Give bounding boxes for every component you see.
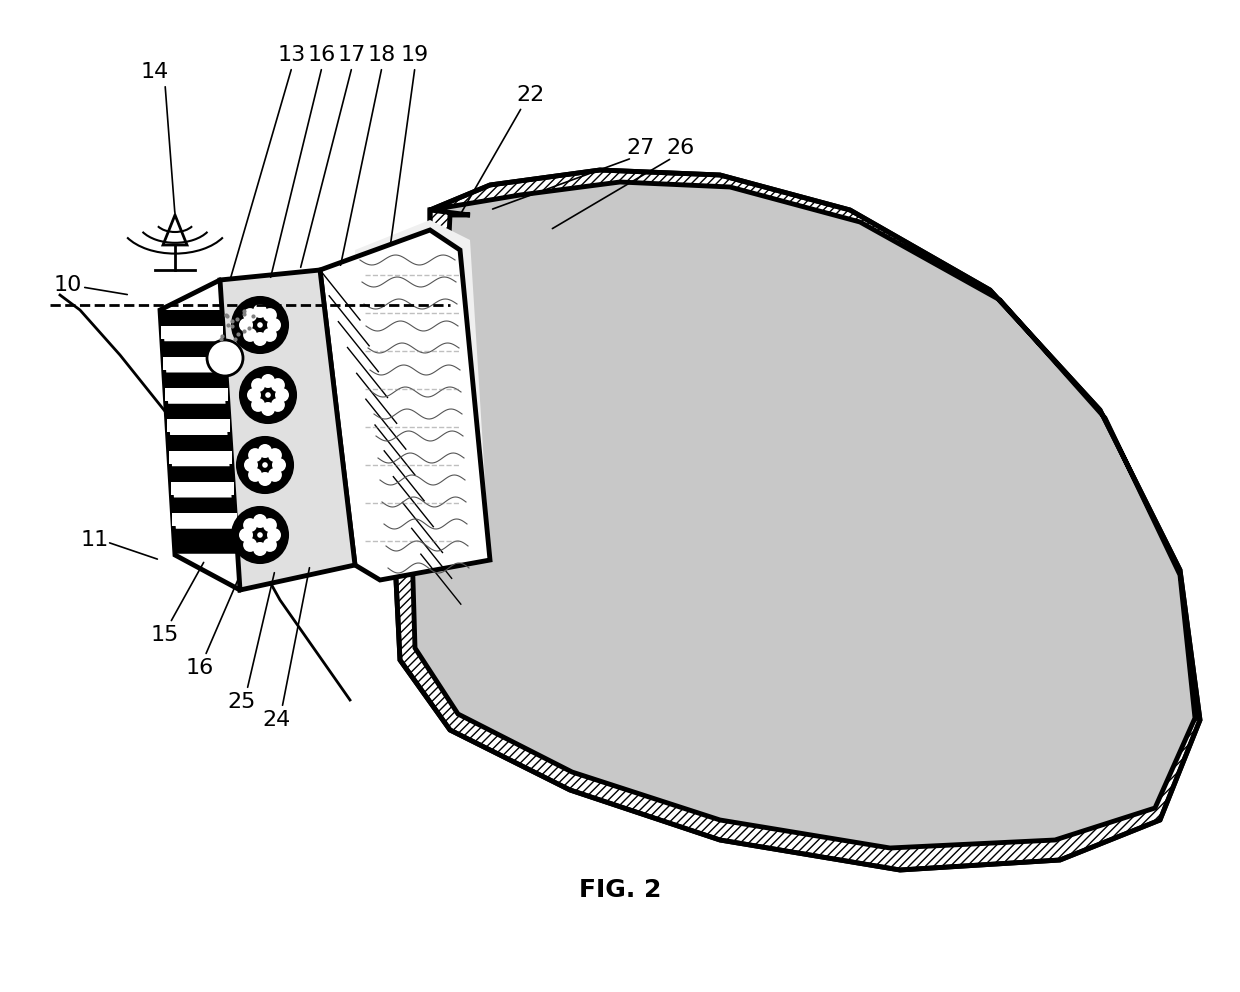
Circle shape xyxy=(253,542,267,556)
Polygon shape xyxy=(166,420,229,433)
Text: 19: 19 xyxy=(401,45,429,65)
Text: 14: 14 xyxy=(141,62,169,82)
Circle shape xyxy=(275,388,289,402)
Circle shape xyxy=(243,538,257,552)
Circle shape xyxy=(258,472,272,486)
Circle shape xyxy=(270,398,285,412)
Circle shape xyxy=(253,304,267,318)
Text: 15: 15 xyxy=(151,625,180,645)
Circle shape xyxy=(260,374,275,388)
Text: 22: 22 xyxy=(516,85,544,105)
Text: 17: 17 xyxy=(337,45,366,65)
Text: 18: 18 xyxy=(368,45,396,65)
Circle shape xyxy=(263,538,277,552)
Polygon shape xyxy=(162,341,226,366)
Polygon shape xyxy=(162,215,187,245)
Polygon shape xyxy=(320,230,490,580)
Circle shape xyxy=(243,309,257,322)
Circle shape xyxy=(243,518,257,532)
Polygon shape xyxy=(171,482,234,495)
Text: 13: 13 xyxy=(278,45,306,65)
Circle shape xyxy=(263,328,277,342)
Text: 25: 25 xyxy=(228,692,257,712)
Circle shape xyxy=(260,402,275,416)
Text: 16: 16 xyxy=(308,45,336,65)
Circle shape xyxy=(248,448,262,462)
Polygon shape xyxy=(355,220,490,580)
Circle shape xyxy=(243,328,257,342)
Circle shape xyxy=(257,322,263,327)
Polygon shape xyxy=(165,388,228,401)
Circle shape xyxy=(253,514,267,528)
Text: 26: 26 xyxy=(666,138,694,158)
Circle shape xyxy=(232,507,288,563)
Text: 10: 10 xyxy=(53,275,82,295)
Circle shape xyxy=(262,462,268,468)
Text: 16: 16 xyxy=(186,658,215,678)
Circle shape xyxy=(263,309,277,322)
Circle shape xyxy=(239,528,253,542)
Polygon shape xyxy=(167,435,233,460)
Circle shape xyxy=(267,318,281,332)
Polygon shape xyxy=(219,270,355,590)
Polygon shape xyxy=(162,357,226,370)
Circle shape xyxy=(239,318,253,332)
Polygon shape xyxy=(172,513,237,526)
Text: 11: 11 xyxy=(81,530,109,550)
Circle shape xyxy=(270,378,285,392)
Circle shape xyxy=(248,468,262,482)
Polygon shape xyxy=(171,498,237,523)
Polygon shape xyxy=(166,404,231,429)
Circle shape xyxy=(252,398,265,412)
Text: FIG. 2: FIG. 2 xyxy=(579,878,661,902)
Text: 24: 24 xyxy=(263,710,291,730)
Circle shape xyxy=(267,528,281,542)
PathPatch shape xyxy=(396,170,1200,870)
Text: 27: 27 xyxy=(626,138,655,158)
Circle shape xyxy=(237,437,293,493)
Circle shape xyxy=(263,518,277,532)
Polygon shape xyxy=(161,325,223,338)
Circle shape xyxy=(272,458,286,472)
Polygon shape xyxy=(169,450,232,463)
Circle shape xyxy=(241,367,296,423)
Circle shape xyxy=(268,448,281,462)
PathPatch shape xyxy=(396,170,1200,870)
Circle shape xyxy=(268,468,281,482)
Circle shape xyxy=(232,297,288,353)
Circle shape xyxy=(252,378,265,392)
Circle shape xyxy=(265,392,270,398)
Circle shape xyxy=(253,332,267,346)
Circle shape xyxy=(247,388,260,402)
Circle shape xyxy=(258,444,272,458)
Circle shape xyxy=(257,532,263,538)
Polygon shape xyxy=(164,373,228,398)
Polygon shape xyxy=(160,280,290,590)
Circle shape xyxy=(244,458,258,472)
Polygon shape xyxy=(170,466,236,491)
Circle shape xyxy=(207,340,243,376)
Polygon shape xyxy=(160,310,224,335)
Polygon shape xyxy=(174,529,239,554)
